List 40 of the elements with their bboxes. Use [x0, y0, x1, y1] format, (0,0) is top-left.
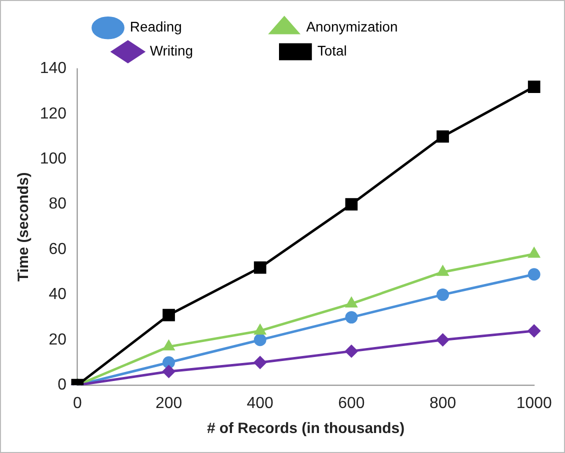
point [162, 356, 175, 369]
point [528, 80, 540, 93]
point [436, 334, 449, 346]
point [163, 340, 174, 350]
point [345, 311, 358, 324]
point [254, 356, 266, 369]
point [528, 248, 540, 258]
x-tick-label: 0 [72, 395, 82, 412]
legend-label: Anonymization [306, 18, 452, 35]
y-axis-title: Time (seconds) [15, 172, 32, 282]
y-tick-label: 0 [58, 376, 67, 394]
point [254, 324, 266, 335]
x-tick-label: 400 [246, 395, 274, 412]
point [436, 130, 449, 143]
x-axis-title: # of Records (in thousands) [206, 420, 405, 438]
legend-label: Writing [150, 42, 270, 59]
point [436, 288, 449, 301]
point [345, 198, 358, 210]
point [528, 268, 540, 281]
legend-label: Reading [130, 18, 260, 35]
y-tick-label: 40 [48, 286, 67, 304]
point [162, 308, 175, 322]
point [528, 324, 540, 338]
legend-label: Total [317, 42, 432, 59]
x-tick-label: 200 [155, 395, 182, 412]
point [346, 298, 357, 308]
x-tick-label: 800 [429, 395, 456, 412]
x-tick-label: 600 [338, 395, 365, 412]
point [345, 344, 358, 358]
y-tick-label: 120 [40, 105, 67, 122]
y-tick-label: 20 [48, 331, 67, 348]
x-tick-label: 1000 [516, 395, 552, 412]
y-tick-label: 100 [40, 150, 67, 168]
y-tick-label: 60 [48, 240, 67, 258]
y-tick-label: 80 [48, 196, 67, 213]
point [254, 334, 266, 346]
point [162, 365, 175, 378]
y-tick-label: 140 [40, 60, 67, 78]
point [437, 266, 448, 276]
point [254, 261, 266, 274]
